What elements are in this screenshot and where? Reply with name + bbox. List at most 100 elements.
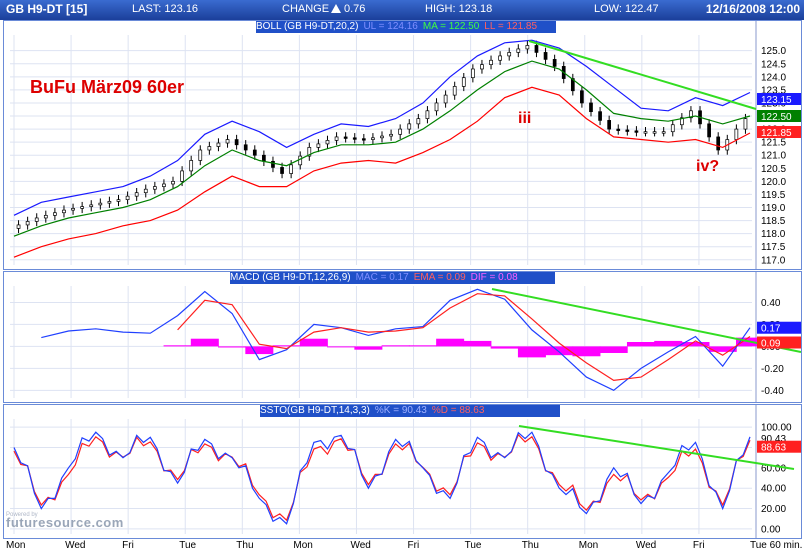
boll-ma-badge-bg bbox=[757, 110, 801, 122]
price-bar bbox=[598, 111, 602, 121]
boll-ma-line bbox=[13, 60, 751, 237]
ssto-tick-label: 60.00 bbox=[761, 463, 786, 474]
quote-date: 12/16/2008 12:00 bbox=[705, 2, 800, 16]
boll-tick-label: 118.0 bbox=[761, 229, 786, 240]
price-bar bbox=[398, 128, 403, 135]
price-bar bbox=[743, 118, 748, 130]
macd-value: MAC = 0.17 bbox=[355, 272, 409, 283]
macd-histogram-bar bbox=[272, 345, 301, 347]
macd-line bbox=[41, 288, 751, 392]
boll-title: BOLL (GB H9-DT,20,2) bbox=[256, 21, 359, 32]
boll-upper-badge: 123.15 bbox=[761, 95, 792, 106]
macd-histogram-bar bbox=[218, 346, 247, 348]
boll-ll-value: LL = 121.85 bbox=[484, 21, 538, 32]
chart-title-annotation: BuFu März09 60er bbox=[30, 77, 184, 97]
low-price: LOW: 122.47 bbox=[594, 3, 659, 15]
price-bar bbox=[552, 59, 557, 67]
macd-title-bar: MACD (GB H9-DT,12,26,9) MAC = 0.17 EMA = 0… bbox=[230, 272, 555, 284]
price-bar bbox=[471, 68, 475, 79]
macd-histogram-bar bbox=[681, 342, 710, 347]
price-bar bbox=[152, 186, 157, 190]
bollinger-pane: BOLL (GB H9-DT,20,2) UL = 124.16 MA = 122.… bbox=[3, 20, 802, 270]
boll-tick-label: 123.5 bbox=[761, 85, 786, 96]
macd-histogram-bar bbox=[572, 346, 601, 357]
price-bar bbox=[207, 146, 212, 151]
price-bar bbox=[389, 133, 393, 137]
macd-tick-label: -0.20 bbox=[761, 364, 784, 375]
ssto-d-value: %D = 88.63 bbox=[431, 405, 485, 416]
x-tick-label: Fri bbox=[407, 540, 420, 551]
boll-tick-label: 121.5 bbox=[761, 138, 786, 149]
price-bar bbox=[271, 160, 275, 168]
price-bar bbox=[361, 138, 366, 141]
price-bar bbox=[125, 195, 130, 201]
wave-iv-label: iv? bbox=[696, 158, 719, 175]
price-bar bbox=[489, 59, 493, 65]
price-bar bbox=[452, 86, 457, 96]
macd-ema-badge: 0.09 bbox=[761, 339, 781, 350]
macd-histogram-bar bbox=[408, 345, 437, 347]
x-tick-label: Tue bbox=[179, 540, 197, 551]
price-bar bbox=[343, 136, 348, 139]
boll-tick-label: 119.5 bbox=[761, 190, 786, 201]
macd-histogram-bar bbox=[436, 338, 465, 347]
ssto-tick-label: 100.00 bbox=[761, 423, 792, 434]
ssto-k-line bbox=[13, 431, 751, 525]
macd-ema-badge-bg bbox=[757, 336, 801, 349]
high-price: HIGH: 123.18 bbox=[425, 3, 493, 15]
price-bar bbox=[16, 224, 21, 229]
price-bar bbox=[252, 149, 257, 156]
price-bar bbox=[162, 183, 166, 187]
price-bar bbox=[116, 199, 121, 202]
last-price: LAST: 123.16 bbox=[132, 3, 199, 15]
price-bar bbox=[416, 118, 421, 125]
macd-tick-label: -0.40 bbox=[761, 386, 784, 397]
macd-histogram-bar bbox=[545, 346, 574, 356]
macd-histogram-bar bbox=[626, 342, 655, 347]
price-bar bbox=[480, 64, 484, 70]
x-tick-label: Mon bbox=[293, 540, 313, 551]
x-tick-label: Mon bbox=[578, 540, 599, 551]
macd-chart: 0.400.200.00-0.20-0.400.170.09 bbox=[10, 272, 801, 402]
boll-tick-label: 120.0 bbox=[761, 177, 786, 188]
price-bar bbox=[634, 130, 639, 133]
price-bar bbox=[71, 208, 75, 211]
price-bar bbox=[289, 164, 293, 174]
credit-small: Powered by bbox=[6, 512, 38, 518]
ssto-pane: SSTO(GB H9-DT,14,3,3) %K = 90.43 %D = 88.6… bbox=[3, 404, 802, 539]
boll-lower-badge-bg bbox=[757, 126, 801, 138]
ssto-k-value: %K = 90.43 bbox=[374, 405, 427, 416]
boll-tick-label: 118.5 bbox=[761, 216, 786, 227]
boll-tick-label: 117.5 bbox=[761, 242, 786, 253]
macd-histogram-bar bbox=[299, 338, 328, 347]
ssto-tick-label: 20.00 bbox=[761, 504, 786, 515]
macd-badge: 0.17 bbox=[761, 324, 781, 335]
price-bar bbox=[371, 137, 375, 140]
price-bar bbox=[652, 131, 657, 134]
ssto-k-badge: 90.43 bbox=[761, 434, 786, 445]
x-tick-label: Tue bbox=[464, 540, 482, 551]
price-bar bbox=[689, 110, 693, 119]
wave-iii-label: iii bbox=[518, 110, 531, 127]
ssto-d-badge: 88.63 bbox=[761, 443, 786, 454]
price-bar bbox=[625, 129, 630, 132]
macd-histogram-bar bbox=[708, 346, 737, 352]
boll-tick-label: 124.0 bbox=[761, 72, 786, 83]
price-bar bbox=[189, 160, 194, 172]
boll-ul-value: UL = 124.16 bbox=[363, 21, 418, 32]
boll-title-bar: BOLL (GB H9-DT,20,2) UL = 124.16 MA = 122.… bbox=[256, 21, 556, 33]
macd-trendline bbox=[491, 288, 801, 353]
price-bar bbox=[280, 167, 284, 174]
price-bar bbox=[307, 147, 312, 157]
price-bar bbox=[107, 201, 112, 204]
x-axis: Mon Wed Fri Tue Thu Mon Wed Fri Tue Thu Mon Wed Fri T… bbox=[0, 539, 804, 553]
price-bar bbox=[734, 128, 739, 140]
price-bar bbox=[643, 131, 648, 134]
price-bar bbox=[316, 143, 321, 148]
macd-histogram-bar bbox=[463, 340, 492, 347]
x-tick-label: Wed bbox=[65, 540, 86, 551]
boll-tick-label: 121.0 bbox=[761, 151, 786, 162]
credit-name: futuresource.com bbox=[6, 515, 124, 530]
macd-badge-bg bbox=[757, 321, 801, 334]
